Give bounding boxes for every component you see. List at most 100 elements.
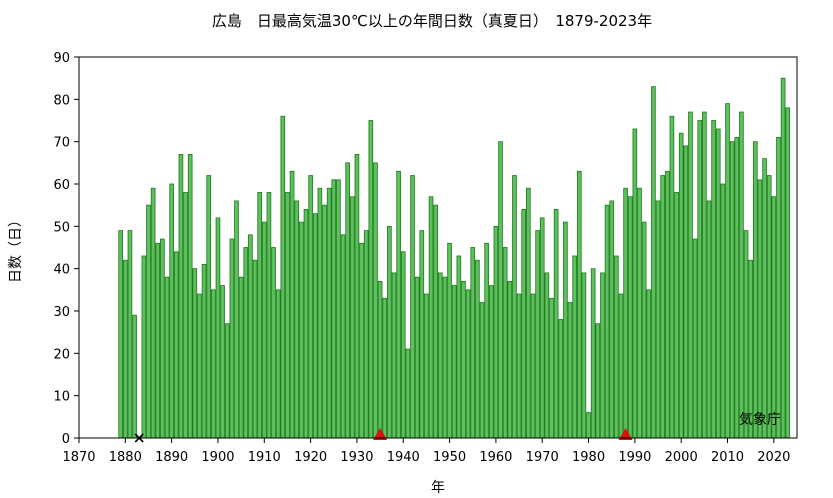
bar-1941 (405, 348, 411, 439)
y-tick-label-50: 50 (53, 220, 70, 235)
bar-1978 (576, 170, 582, 439)
bar-1899 (211, 289, 216, 439)
bar-1948 (437, 272, 443, 439)
bar-1936 (382, 297, 388, 439)
bar-1955 (470, 247, 476, 439)
bar-1998 (669, 115, 675, 439)
x-tick-label-1980: 1980 (572, 450, 605, 465)
y-tick-label-30: 30 (53, 305, 70, 320)
x-tick-label-2010: 2010 (711, 450, 744, 465)
bar-1961 (498, 141, 503, 439)
bar-2001 (683, 145, 689, 439)
bar-1993 (646, 289, 652, 439)
bar-1988 (623, 187, 628, 439)
x-tick-label-1890: 1890 (155, 450, 188, 465)
bar-1908 (252, 259, 258, 439)
bar-1884 (141, 255, 147, 439)
bar-1986 (614, 255, 619, 439)
bar-2009 (720, 183, 726, 439)
bar-1975 (563, 221, 568, 439)
bar-1921 (312, 213, 318, 439)
bar-1982 (595, 323, 601, 439)
bar-1891 (173, 251, 179, 439)
bar-1934 (373, 162, 378, 439)
bar-1956 (475, 259, 480, 439)
bar-1969 (535, 230, 540, 439)
bar-1968 (530, 293, 536, 439)
bar-2003 (692, 238, 698, 439)
bar-1920 (308, 175, 313, 439)
bar-1923 (322, 204, 327, 439)
bar-1931 (359, 242, 364, 439)
bar-1950 (447, 242, 452, 439)
bar-1979 (581, 272, 587, 439)
bar-1939 (396, 170, 401, 439)
bar-1973 (553, 208, 559, 439)
bar-2013 (739, 111, 744, 439)
bar-1879 (118, 230, 123, 439)
bar-1963 (507, 280, 513, 439)
bar-1904 (234, 200, 239, 439)
bar-2006 (706, 200, 712, 439)
bar-1893 (183, 192, 188, 439)
x-tick-label-1950: 1950 (433, 450, 466, 465)
bar-1989 (627, 196, 633, 439)
bar-1962 (502, 247, 508, 439)
chart-title: 広島 日最高気温30℃以上の年間日数（真夏日） 1879-2023年 (212, 12, 652, 30)
bar-2002 (688, 111, 693, 439)
x-tick-label-2000: 2000 (665, 450, 698, 465)
x-tick-label-1880: 1880 (109, 450, 142, 465)
bar-2005 (702, 111, 707, 439)
bar-1919 (303, 208, 309, 439)
bar-1926 (336, 179, 341, 439)
bar-2023 (785, 107, 791, 439)
x-axis-label: 年 (431, 480, 445, 496)
bar-1994 (651, 86, 656, 439)
x-tick-label-1920: 1920 (294, 450, 327, 465)
bar-1954 (465, 289, 471, 439)
bar-1912 (271, 247, 276, 439)
bar-1930 (354, 153, 360, 439)
bar-2012 (734, 137, 740, 439)
bar-2010 (725, 103, 730, 439)
bar-1976 (567, 302, 573, 439)
bar-2014 (743, 230, 749, 439)
bar-1881 (127, 230, 133, 439)
bar-2017 (757, 179, 763, 439)
bar-1889 (164, 276, 170, 439)
x-tick-label-1930: 1930 (340, 450, 373, 465)
bar-1977 (572, 255, 577, 439)
bar-1947 (433, 204, 438, 439)
bar-1902 (224, 323, 230, 439)
y-tick-label-0: 0 (62, 432, 70, 447)
bar-1996 (660, 175, 665, 439)
bar-1933 (368, 120, 374, 439)
bar-1925 (331, 179, 337, 439)
x-tick-label-1900: 1900 (201, 450, 234, 465)
bar-1885 (146, 204, 151, 439)
bar-1980 (586, 412, 591, 439)
bar-1894 (187, 153, 193, 439)
x-tick-label-2020: 2020 (757, 450, 790, 465)
bar-1951 (451, 285, 457, 439)
x-tick-label-1960: 1960 (479, 450, 512, 465)
bar-1897 (201, 264, 207, 439)
x-tick-label-1940: 1940 (387, 450, 420, 465)
y-tick-label-60: 60 (53, 178, 70, 193)
bar-1991 (637, 187, 642, 439)
bar-1935 (377, 280, 383, 439)
bar-2019 (766, 175, 772, 439)
bar-1999 (674, 192, 679, 439)
bar-1949 (442, 276, 448, 439)
marker-triangle-1935 (373, 428, 388, 440)
y-tick-label-20: 20 (53, 347, 70, 362)
x-tick-label-1970: 1970 (526, 450, 559, 465)
bar-1914 (280, 115, 286, 439)
bar-1964 (512, 175, 517, 439)
x-tick-label-1990: 1990 (618, 450, 651, 465)
y-axis: 0 10 20 30 40 50 60 70 80 90 (53, 51, 79, 447)
bar-1905 (238, 276, 244, 439)
bar-1937 (387, 225, 392, 439)
bar-1960 (493, 225, 499, 439)
